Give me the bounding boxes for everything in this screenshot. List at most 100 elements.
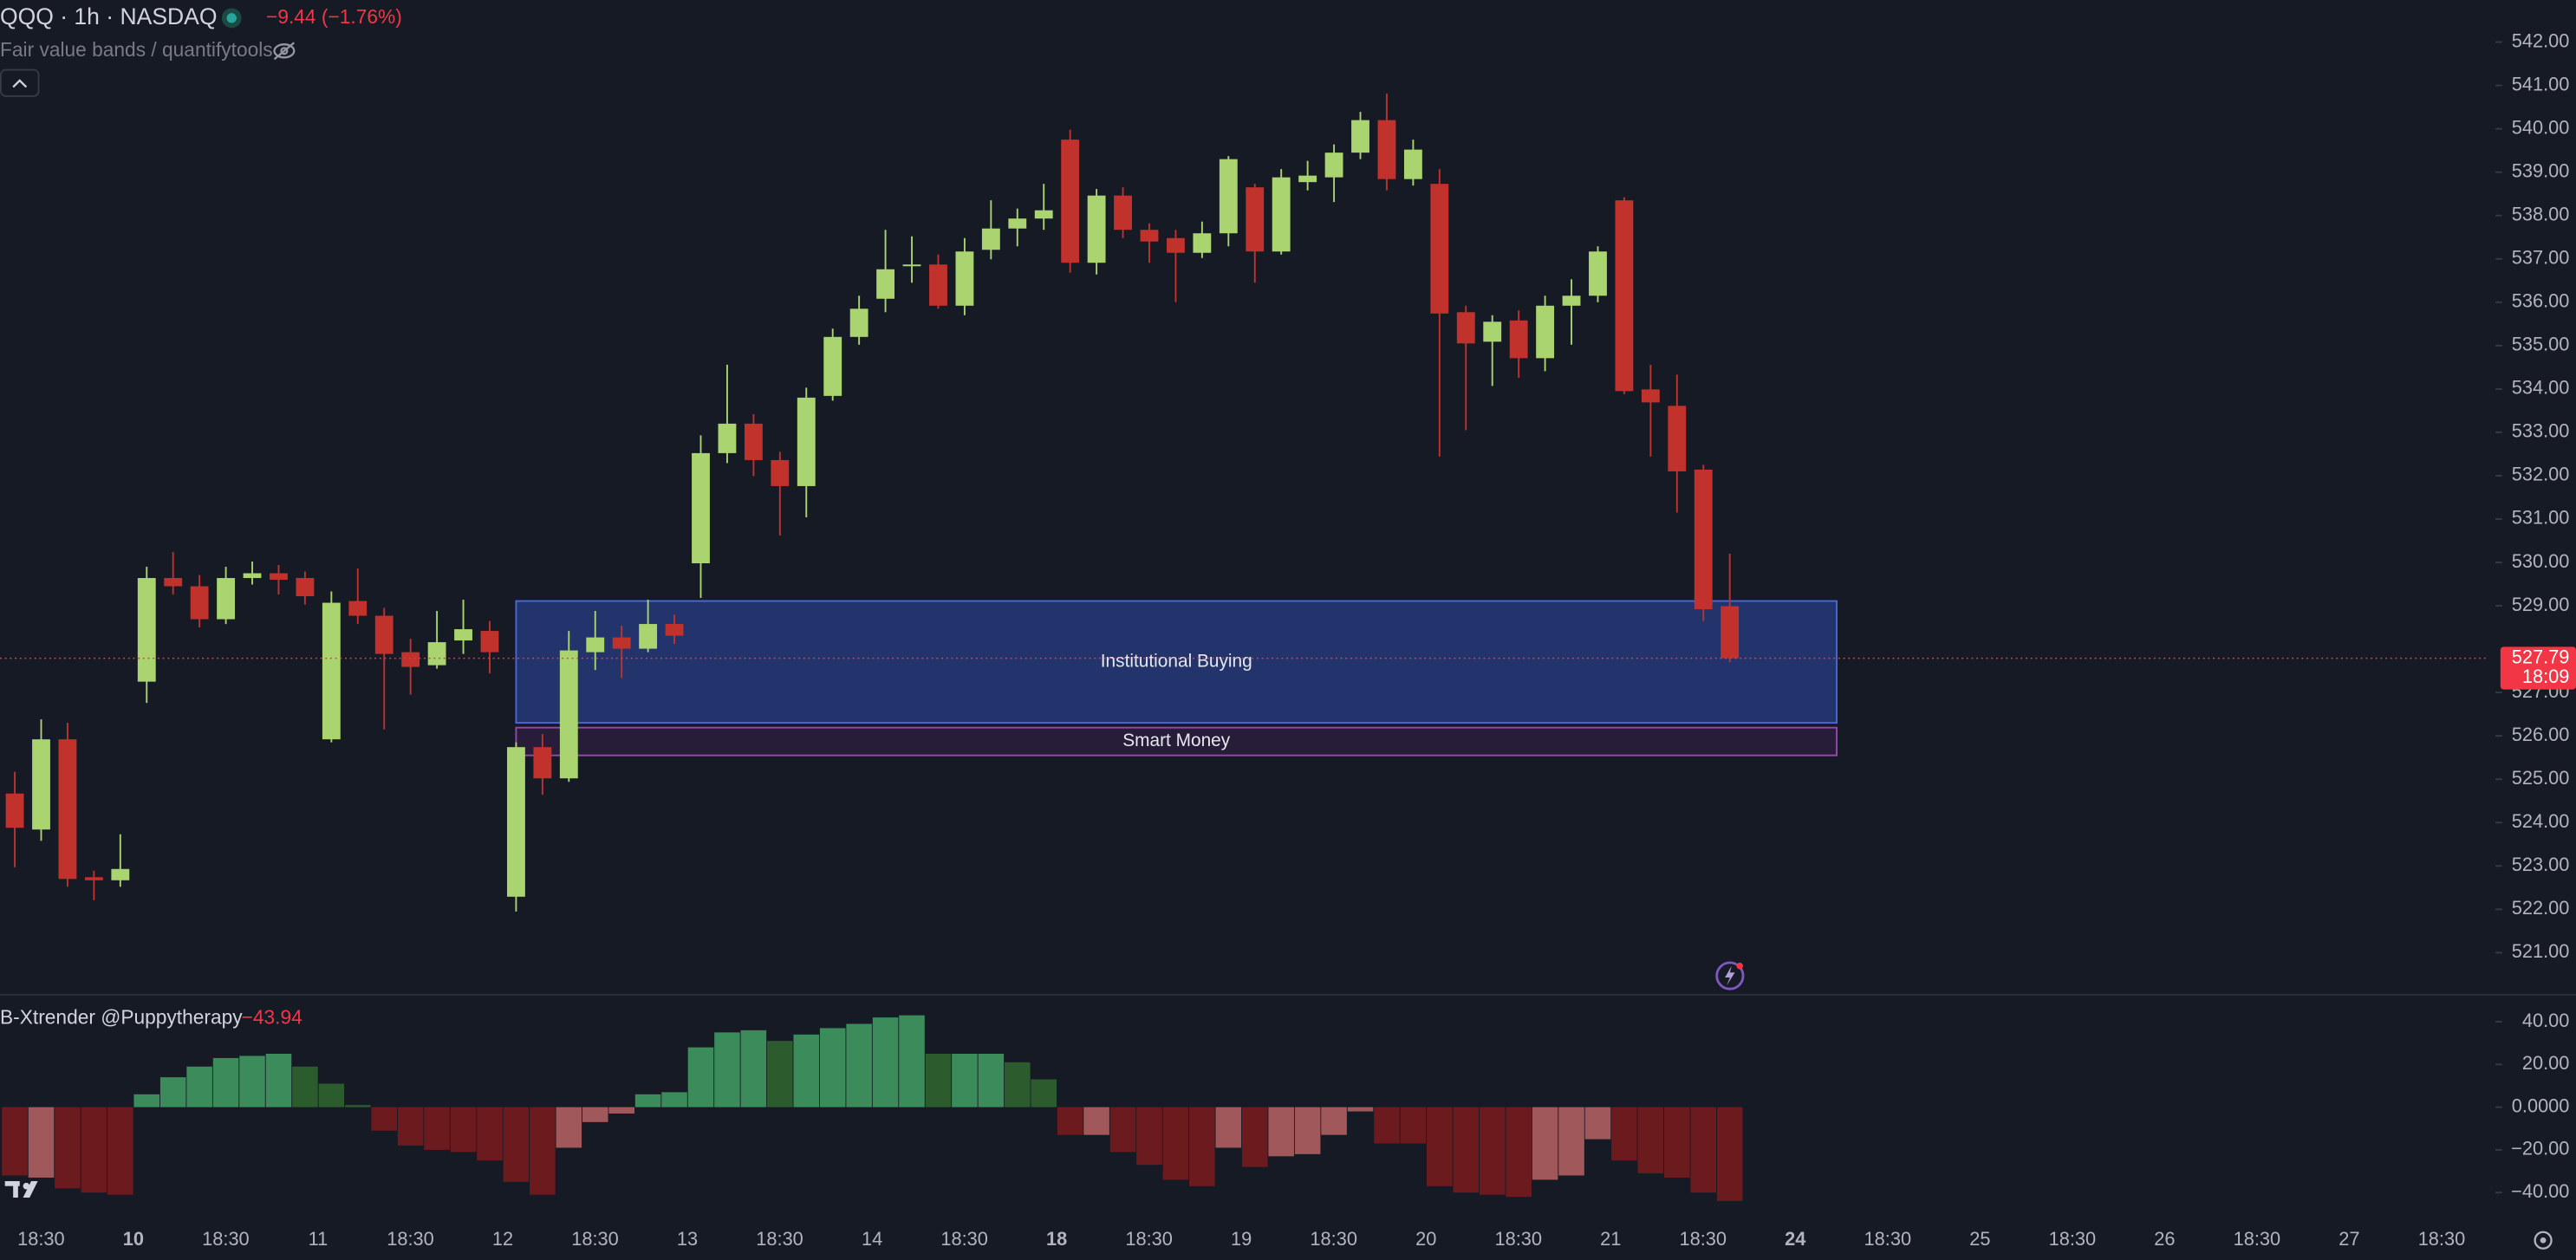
histogram-bar bbox=[1637, 1107, 1664, 1174]
histogram-bar bbox=[1347, 1107, 1374, 1112]
histogram-bar bbox=[1083, 1107, 1109, 1135]
candle-body bbox=[876, 269, 895, 299]
y-tick-label: 40.00 bbox=[2522, 1010, 2570, 1031]
histogram-bar bbox=[1453, 1107, 1480, 1193]
candle-body bbox=[612, 637, 631, 649]
zone-label: Smart Money bbox=[1122, 731, 1231, 750]
x-tick-label: 26 bbox=[2154, 1228, 2175, 1250]
histogram-bar bbox=[1005, 1062, 1031, 1107]
histogram-bar bbox=[318, 1083, 345, 1107]
candle-body bbox=[1562, 296, 1581, 306]
candle-body bbox=[981, 228, 1000, 250]
candle-body bbox=[1008, 218, 1027, 229]
candle-body bbox=[1483, 321, 1502, 342]
x-tick-label: 12 bbox=[492, 1228, 513, 1250]
candle-body bbox=[217, 578, 236, 620]
y-tick-label: 541.00 bbox=[2512, 73, 2570, 94]
histogram-bar bbox=[687, 1047, 714, 1107]
x-tick-label: 18 bbox=[1046, 1228, 1067, 1250]
histogram-bar bbox=[28, 1107, 55, 1178]
y-tick-label: 0.0000 bbox=[2512, 1094, 2570, 1116]
candle-body bbox=[480, 631, 499, 653]
histogram-bar bbox=[397, 1107, 424, 1146]
histogram-bar bbox=[424, 1107, 450, 1150]
x-tick-label: 18:30 bbox=[1680, 1228, 1727, 1250]
candle-body bbox=[823, 336, 842, 396]
assistant-icon[interactable] bbox=[1715, 961, 1745, 990]
candle-body bbox=[1219, 159, 1238, 234]
visibility-icon[interactable] bbox=[273, 42, 296, 61]
x-tick-label: 18:30 bbox=[387, 1228, 434, 1250]
candle-body bbox=[348, 601, 368, 616]
zone-box bbox=[515, 726, 1838, 757]
histogram-bar bbox=[1664, 1107, 1690, 1178]
price-change: −9.44 (−1.76%) bbox=[266, 5, 402, 28]
histogram-bar bbox=[846, 1023, 872, 1107]
candle-body bbox=[744, 423, 763, 460]
indicator-name[interactable]: Fair value bands / quantifytools bbox=[0, 38, 273, 61]
candle-body bbox=[1694, 469, 1713, 610]
candle-body bbox=[902, 264, 921, 267]
candle-body bbox=[692, 452, 710, 564]
candle-body bbox=[1061, 140, 1080, 263]
histogram-bar bbox=[1374, 1107, 1400, 1144]
histogram-bar bbox=[1716, 1107, 1743, 1201]
candle-body bbox=[137, 578, 156, 682]
candle-body bbox=[374, 615, 394, 654]
x-tick-label: 18:30 bbox=[202, 1228, 250, 1250]
zone-box bbox=[515, 600, 1838, 724]
histogram-bar bbox=[714, 1032, 740, 1107]
x-tick-label: 18:30 bbox=[1864, 1228, 1912, 1250]
x-tick-label: 18:30 bbox=[2418, 1228, 2466, 1250]
x-tick-label: 18:30 bbox=[1125, 1228, 1173, 1250]
y-tick-label: 20.00 bbox=[2522, 1052, 2570, 1074]
candle-body bbox=[243, 573, 262, 579]
histogram-bar bbox=[740, 1029, 767, 1107]
histogram-bar bbox=[978, 1054, 1005, 1107]
histogram-bar bbox=[1215, 1107, 1242, 1148]
candle-body bbox=[1246, 187, 1265, 252]
histogram-bar bbox=[1427, 1107, 1453, 1186]
candle-body bbox=[1456, 312, 1475, 344]
histogram-bar bbox=[1532, 1107, 1558, 1180]
histogram-bar bbox=[899, 1015, 925, 1107]
candle-body bbox=[1351, 120, 1369, 153]
x-tick-label: 18:30 bbox=[1494, 1228, 1542, 1250]
oscillator-value: −43.94 bbox=[242, 1005, 302, 1028]
y-tick-label: 522.00 bbox=[2512, 897, 2570, 919]
histogram-bar bbox=[1479, 1107, 1506, 1195]
candle-body bbox=[1509, 320, 1528, 359]
histogram-bar bbox=[952, 1054, 978, 1107]
y-tick-label: 531.00 bbox=[2512, 507, 2570, 529]
candle-body bbox=[1536, 305, 1555, 359]
histogram-bar bbox=[1690, 1107, 1717, 1193]
histogram-bar bbox=[1189, 1107, 1215, 1186]
candle-body bbox=[1377, 120, 1396, 179]
y-tick-label: 539.00 bbox=[2512, 159, 2570, 181]
histogram-bar bbox=[1162, 1107, 1189, 1180]
histogram-bar bbox=[186, 1066, 212, 1107]
histogram-bar bbox=[661, 1092, 687, 1107]
oscillator-name[interactable]: B-Xtrender @Puppytherapy bbox=[0, 1005, 243, 1028]
histogram-bar bbox=[556, 1107, 582, 1148]
x-tick-label: 18:30 bbox=[1310, 1228, 1357, 1250]
x-tick-label: 21 bbox=[1600, 1228, 1621, 1250]
candle-body bbox=[296, 578, 315, 597]
candle-body bbox=[1403, 149, 1422, 179]
x-tick-label: 18:30 bbox=[571, 1228, 619, 1250]
histogram-bar bbox=[159, 1077, 186, 1107]
candle-body bbox=[506, 747, 525, 897]
histogram-bar bbox=[1400, 1107, 1427, 1144]
histogram-bar bbox=[793, 1034, 820, 1107]
settings-icon[interactable] bbox=[2534, 1231, 2553, 1250]
y-tick-label: 533.00 bbox=[2512, 420, 2570, 442]
histogram-bar bbox=[1031, 1079, 1057, 1107]
x-tick-label: 18:30 bbox=[2049, 1228, 2097, 1250]
collapse-button[interactable] bbox=[0, 68, 40, 97]
histogram-bar bbox=[767, 1041, 793, 1107]
candle-body bbox=[5, 793, 24, 828]
candle-body bbox=[1641, 389, 1660, 403]
last-price-label: 527.79 bbox=[2512, 646, 2570, 667]
symbol-title[interactable]: QQQ · 1h · NASDAQ bbox=[0, 3, 217, 29]
